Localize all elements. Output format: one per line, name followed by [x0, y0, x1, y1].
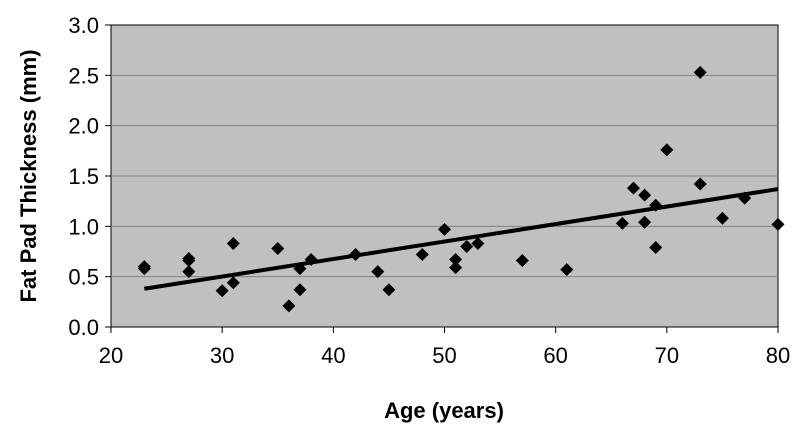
data-point: [304, 253, 318, 267]
data-point: [293, 283, 307, 297]
data-point: [182, 265, 196, 279]
y-tick-label: 1.5: [68, 164, 99, 189]
data-point: [638, 188, 652, 202]
data-point: [471, 236, 485, 250]
data-point: [438, 222, 451, 236]
y-tick-label: 0.5: [68, 265, 99, 290]
data-point: [649, 240, 663, 254]
data-point: [271, 241, 285, 255]
data-point: [626, 181, 640, 195]
y-axis-ticks: 0.0 0.5 1.0 1.5 2.0 2.5 3.0: [68, 13, 111, 340]
data-point: [449, 253, 463, 267]
x-tick-label: 40: [321, 343, 345, 368]
y-axis-title: Fat Pad Thickness (mm): [16, 49, 41, 302]
data-point: [293, 262, 307, 276]
data-point: [693, 177, 707, 191]
x-tick-label: 80: [766, 343, 790, 368]
data-point: [349, 248, 363, 262]
data-point: [226, 236, 240, 250]
y-tick-label: 0.0: [68, 315, 99, 340]
trendline: [144, 187, 779, 291]
data-point: [182, 254, 196, 268]
y-tick-label: 1.0: [68, 214, 99, 239]
x-axis-ticks: 20 30 40 50 60 70 80: [99, 327, 790, 368]
x-tick-label: 30: [210, 343, 234, 368]
data-point: [371, 265, 385, 279]
data-point: [660, 143, 674, 157]
data-point: [137, 262, 151, 276]
data-point: [215, 284, 229, 298]
x-tick-label: 50: [432, 343, 456, 368]
data-point: [560, 263, 574, 277]
data-point: [693, 65, 707, 79]
data-point: [282, 299, 296, 313]
y-tick-label: 2.0: [68, 114, 99, 139]
y-tick-label: 3.0: [68, 13, 99, 38]
x-axis-title: Age (years): [384, 398, 504, 423]
data-point: [638, 215, 652, 229]
trendline-layer: [144, 187, 779, 291]
data-point: [649, 198, 663, 212]
data-point: [715, 211, 729, 225]
data-point: [382, 283, 396, 297]
x-tick-label: 70: [655, 343, 679, 368]
data-point: [449, 261, 463, 275]
data-point: [771, 217, 785, 231]
data-point: [226, 276, 240, 290]
data-point: [738, 191, 752, 205]
x-tick-label: 60: [543, 343, 567, 368]
data-point: [615, 216, 629, 230]
y-tick-label: 2.5: [68, 63, 99, 88]
data-points: [137, 65, 785, 313]
data-point: [460, 239, 474, 253]
x-tick-label: 20: [99, 343, 123, 368]
data-point: [415, 248, 429, 262]
data-point: [515, 254, 529, 268]
